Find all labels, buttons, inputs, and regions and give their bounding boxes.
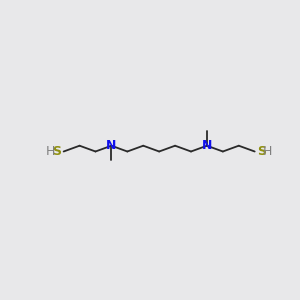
Text: S: S (257, 145, 266, 158)
Text: N: N (106, 139, 117, 152)
Text: H: H (263, 145, 272, 158)
Text: S: S (52, 145, 62, 158)
Text: H: H (46, 145, 55, 158)
Text: N: N (202, 139, 212, 152)
